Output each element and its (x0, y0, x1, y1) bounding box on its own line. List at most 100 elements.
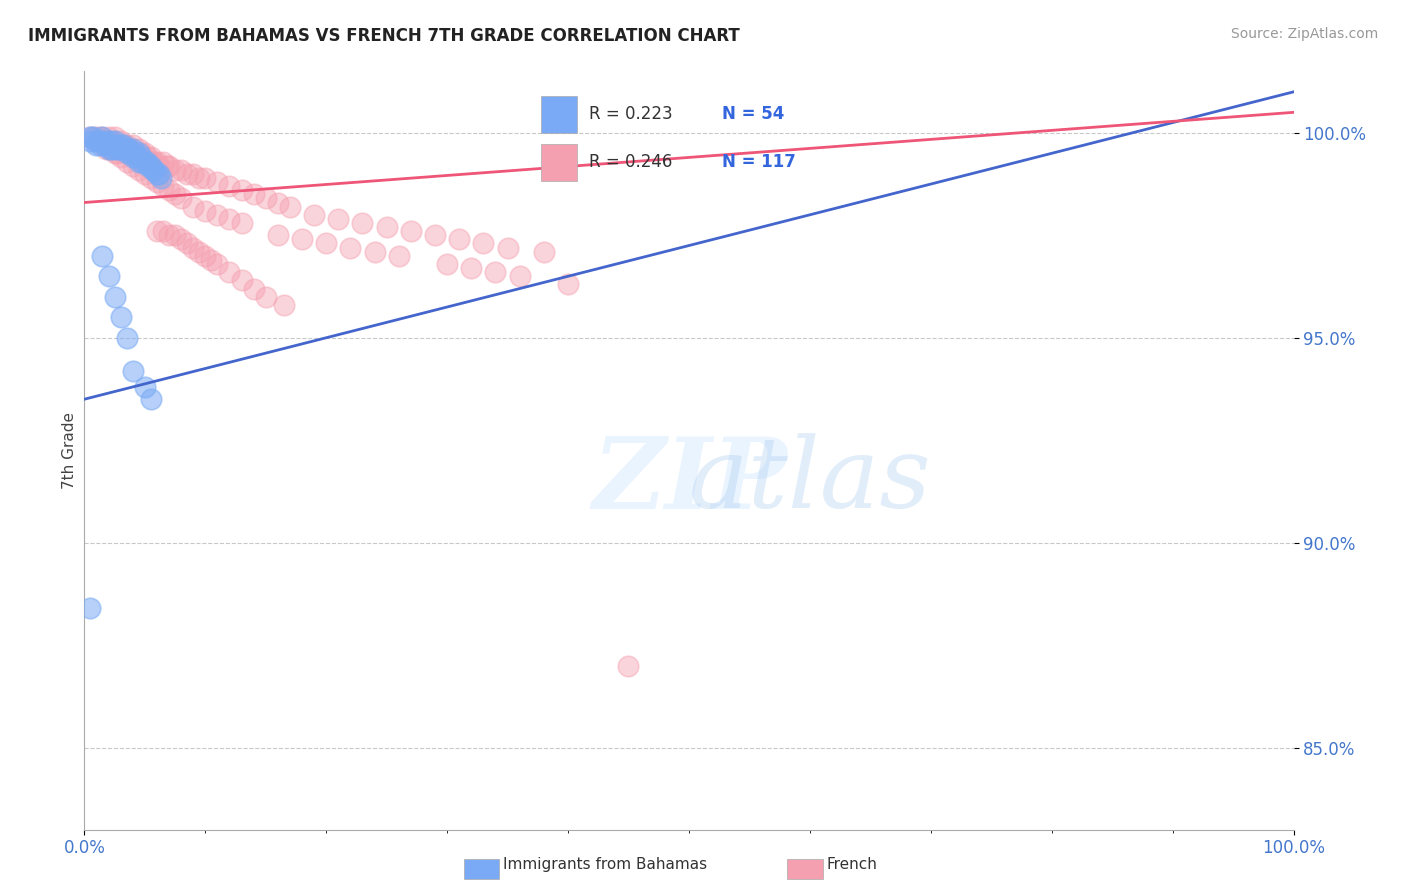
Point (87, 130, 110, 145)
Point (388, 249, 411, 263)
Point (121, 150, 143, 164)
Point (115, 142, 138, 156)
Point (128, 142, 150, 156)
Point (134, 146, 156, 161)
Point (194, 170, 217, 185)
Point (79, 601, 101, 615)
Point (115, 138, 138, 153)
Point (121, 363, 143, 377)
Point (136, 154, 159, 169)
Point (148, 159, 170, 173)
Point (105, 138, 128, 153)
Point (231, 183, 253, 197)
Point (115, 331, 138, 345)
Point (139, 392, 162, 407)
Point (194, 249, 217, 263)
Point (157, 183, 180, 197)
Point (129, 146, 152, 161)
Point (242, 187, 264, 202)
Point (138, 154, 160, 169)
Point (149, 170, 172, 185)
Point (557, 277, 579, 292)
Point (449, 232, 471, 246)
Point (120, 146, 142, 161)
Point (484, 265, 506, 279)
Point (89, 134, 111, 148)
Point (83, 130, 105, 145)
Point (138, 159, 160, 173)
Text: French: French (827, 857, 877, 872)
Point (115, 146, 138, 161)
Point (110, 310, 132, 325)
Point (143, 154, 166, 169)
Point (200, 252, 222, 267)
Point (97, 138, 120, 153)
Point (100, 142, 122, 156)
Point (101, 138, 124, 153)
Point (399, 224, 422, 238)
Point (107, 142, 129, 156)
Point (115, 142, 138, 156)
Point (94, 134, 117, 148)
Point (125, 150, 148, 164)
Point (128, 162, 150, 177)
Point (139, 150, 162, 164)
Point (157, 228, 180, 243)
Point (218, 265, 240, 279)
Point (118, 142, 141, 156)
Point (315, 236, 337, 251)
Point (207, 257, 229, 271)
Point (460, 261, 482, 276)
Point (118, 142, 141, 156)
Point (267, 195, 290, 210)
Text: ZIP: ZIP (592, 433, 787, 529)
Point (363, 244, 385, 259)
Point (375, 220, 398, 235)
Point (121, 146, 143, 161)
Point (139, 159, 162, 173)
Point (181, 200, 204, 214)
Point (194, 203, 217, 218)
Point (509, 269, 531, 284)
Point (115, 154, 138, 169)
Point (124, 146, 146, 161)
Point (231, 273, 253, 287)
Point (121, 159, 143, 173)
Point (120, 142, 142, 156)
Point (218, 179, 240, 194)
Point (254, 191, 277, 205)
Point (134, 380, 156, 394)
Point (97, 269, 120, 284)
Point (97, 138, 120, 153)
Point (104, 146, 127, 161)
Point (110, 134, 132, 148)
Point (155, 159, 177, 173)
Point (91, 130, 114, 145)
Point (176, 167, 198, 181)
Point (129, 150, 152, 164)
Point (302, 208, 325, 222)
Point (148, 167, 170, 181)
Point (273, 298, 295, 312)
Point (533, 244, 555, 259)
Point (165, 187, 187, 202)
Point (152, 224, 174, 238)
Point (110, 142, 132, 156)
Text: Source: ZipAtlas.com: Source: ZipAtlas.com (1230, 27, 1378, 41)
Text: atlas: atlas (689, 434, 932, 528)
Point (91, 134, 114, 148)
Point (278, 200, 301, 214)
Point (97, 138, 120, 153)
Point (152, 154, 174, 169)
Point (91, 134, 114, 148)
Point (91, 249, 114, 263)
Point (352, 216, 374, 230)
Point (146, 167, 169, 181)
Point (146, 175, 169, 189)
Point (207, 175, 229, 189)
Y-axis label: 7th Grade: 7th Grade (62, 412, 77, 489)
Point (79, 130, 101, 145)
Text: Immigrants from Bahamas: Immigrants from Bahamas (503, 857, 707, 872)
Point (94, 142, 117, 156)
Point (143, 162, 166, 177)
